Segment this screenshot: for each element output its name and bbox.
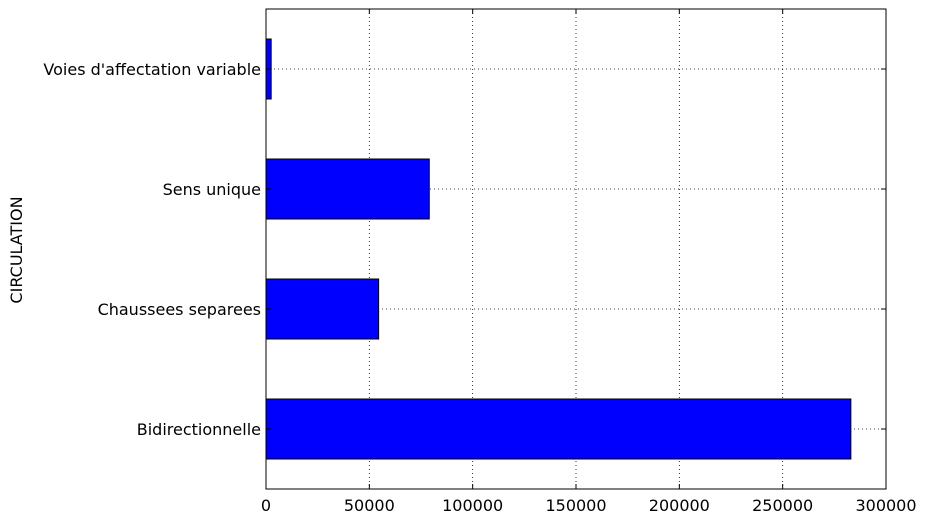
x-tick-label: 150000 [545,496,606,515]
ticks [265,9,887,489]
y-tick-label: Bidirectionnelle [137,420,261,439]
x-tick-labels: 0 50000 100000 150000 200000 250000 300000 [261,496,917,515]
x-tick-label: 300000 [855,496,916,515]
bar [265,158,430,220]
x-tick-label: 0 [261,496,271,515]
x-tick-label: 100000 [442,496,503,515]
bar [265,398,852,460]
x-tick-label: 250000 [752,496,813,515]
x-tick-label: 200000 [649,496,710,515]
y-axis-label: CIRCULATION [7,196,26,303]
y-tick-label: Chaussees separees [98,300,261,319]
y-tick-labels: Bidirectionnelle Chaussees separees Sens u… [43,60,261,439]
y-tick-label: Sens unique [163,180,261,199]
x-tick-label: 50000 [344,496,395,515]
bars [265,38,852,460]
bar [265,278,380,340]
y-tick-label: Voies d'affectation variable [43,60,261,79]
